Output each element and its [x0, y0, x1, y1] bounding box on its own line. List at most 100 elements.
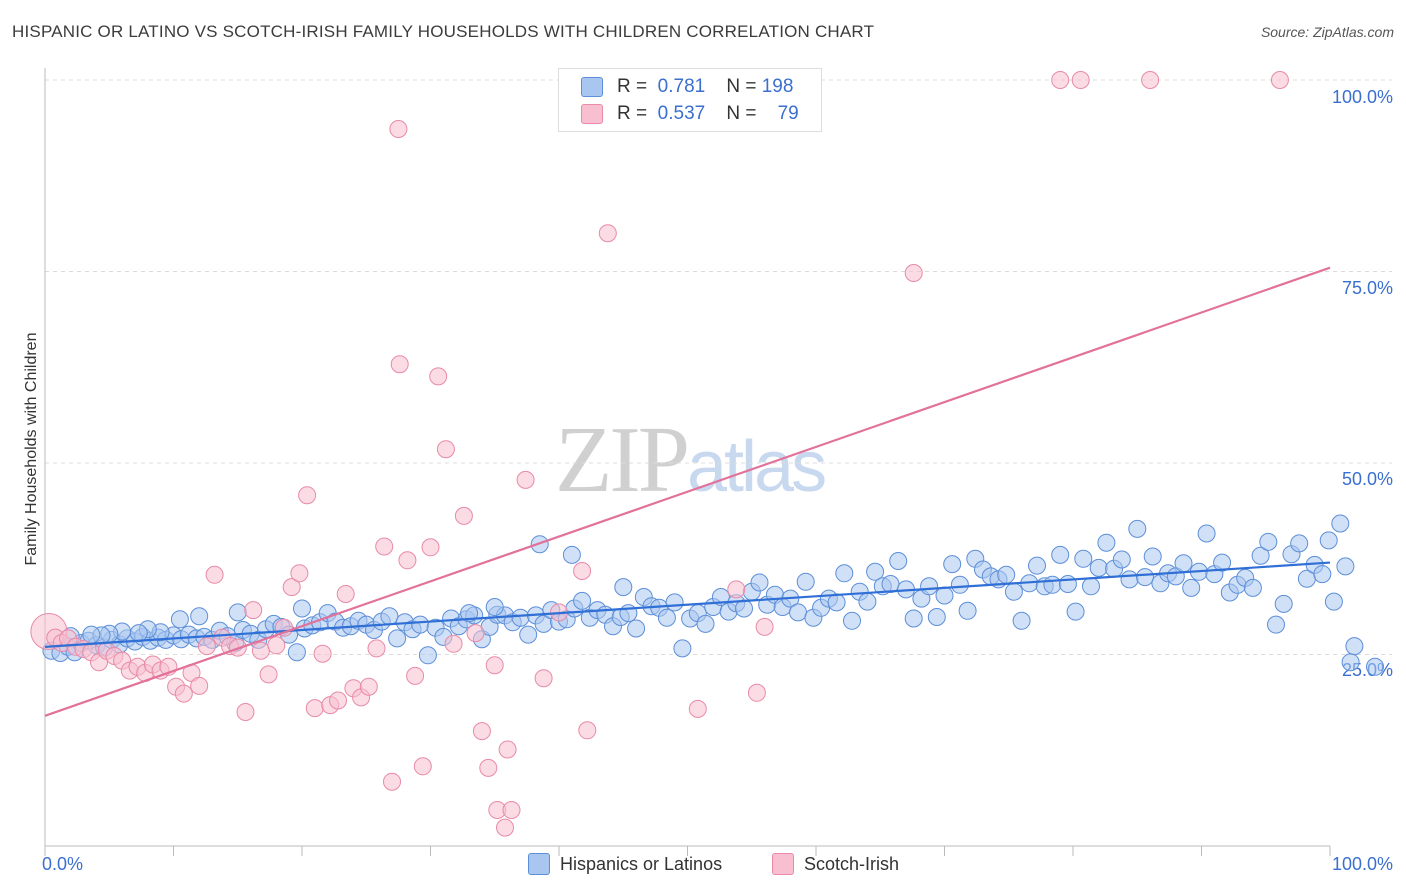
bottom-legend-scotch-irish: Scotch-Irish — [772, 852, 899, 876]
y-axis-label: Family Households with Children — [23, 332, 40, 566]
hispanic-point — [920, 577, 939, 596]
scotch-irish-point — [251, 641, 270, 660]
hispanic-point — [1058, 575, 1077, 593]
hispanic-point — [614, 578, 633, 597]
hispanic-point — [380, 607, 399, 626]
legend-row-scotch-irish: R = 0.537 N = 79 — [581, 103, 799, 125]
hispanic-point — [1136, 568, 1154, 587]
scotch-irish-point — [502, 801, 521, 819]
bottom-legend-hispanic: Hispanics or Latinos — [528, 852, 722, 876]
scotch-irish-point — [298, 486, 317, 505]
scotch-irish-trend-line — [44, 266, 1331, 717]
hispanic-point — [750, 573, 769, 592]
hispanic-point — [927, 608, 946, 626]
hispanic-point — [1082, 577, 1100, 596]
hispanic-point — [935, 586, 954, 605]
hispanic-point — [1112, 550, 1131, 569]
scotch-irish-point — [267, 636, 286, 655]
scotch-irish-point — [573, 562, 592, 580]
hispanic-point — [673, 639, 692, 658]
x-tick-label: 100.0% — [1332, 854, 1393, 874]
hispanic-point — [858, 592, 877, 611]
hispanic-point — [843, 611, 861, 630]
scotch-irish-point — [336, 585, 355, 603]
hispanic-point — [1051, 545, 1070, 564]
scotch-irish-point — [516, 470, 535, 489]
legend-r-value: 0.537 — [657, 103, 706, 124]
scotch-irish-point — [367, 639, 386, 658]
legend-n-label: N = — [726, 76, 757, 97]
scotch-irish-point — [290, 564, 309, 583]
legend-swatch-blue — [581, 77, 603, 97]
scotch-irish-point — [454, 506, 473, 525]
hispanic-point — [789, 603, 807, 622]
hispanic-point — [735, 599, 753, 618]
scotch-irish-point — [389, 120, 408, 138]
y-tick-label: 50.0% — [1342, 469, 1393, 489]
hispanic-point — [1004, 582, 1023, 601]
scotch-irish-point — [174, 684, 193, 703]
scotch-irish-point — [578, 721, 597, 740]
hispanic-point — [170, 610, 189, 629]
scotch-irish-point — [485, 656, 504, 675]
hispanic-point — [1097, 533, 1116, 552]
hispanic-point — [997, 565, 1016, 584]
scotch-irish-point — [383, 772, 401, 791]
hispanic-point — [1074, 549, 1093, 568]
scotch-irish-point — [259, 665, 278, 684]
hispanic-point — [1319, 531, 1338, 550]
hispanic-point — [573, 591, 592, 610]
hispanic-point — [665, 593, 684, 612]
hispanic-point — [1012, 611, 1031, 630]
scotch-irish-point — [305, 699, 324, 718]
scotch-irish-point — [406, 666, 425, 685]
hispanic-point — [1243, 578, 1262, 597]
hispanic-point — [1174, 554, 1193, 573]
scotch-irish-point — [598, 224, 617, 243]
hispanic-point — [1043, 575, 1062, 594]
hispanic-point — [943, 555, 962, 574]
scotch-irish-point — [534, 669, 553, 688]
legend-n-label: N = — [726, 103, 757, 124]
hispanic-point — [1267, 615, 1285, 634]
hispanic-point — [1089, 558, 1108, 577]
hispanic-point — [866, 562, 885, 581]
hispanic-point — [1331, 514, 1350, 533]
hispanic-point — [950, 575, 969, 594]
legend-r-value: 0.781 — [657, 76, 706, 97]
hispanic-point — [1345, 637, 1364, 656]
hispanic-point — [889, 552, 908, 570]
scotch-irish-point — [244, 601, 263, 620]
scotch-irish-point — [1141, 71, 1160, 89]
scotch-irish-point — [472, 722, 491, 741]
scotch-irish-point — [282, 578, 301, 597]
hispanic-point — [1274, 594, 1293, 613]
scotch-irish-point — [727, 580, 746, 599]
hispanic-point — [1028, 556, 1046, 575]
hispanic-point — [1251, 546, 1270, 565]
legend-row-hispanic: R = 0.781 N = 198 — [581, 76, 793, 98]
hispanic-point — [418, 646, 437, 665]
bottom-legend-swatch-blue — [528, 853, 550, 875]
hispanic-point — [562, 545, 581, 564]
scotch-irish-point — [236, 703, 255, 721]
hispanic-point — [511, 608, 530, 627]
scotch-irish-point — [205, 565, 224, 584]
hispanic-point — [696, 614, 715, 633]
scotch-irish-point — [904, 264, 923, 282]
legend-r-label: R = — [617, 103, 648, 124]
correlation-legend: R = 0.781 N = 198 R = 0.537 N = 79 — [558, 68, 822, 132]
legend-n-value: 79 — [777, 103, 799, 124]
scotch-irish-point — [479, 758, 498, 777]
scotch-irish-point — [429, 367, 448, 386]
hispanic-point — [293, 599, 311, 618]
hispanic-point — [519, 625, 538, 644]
scotch-irish-point — [496, 818, 514, 837]
scotch-irish-point — [398, 551, 417, 570]
chart-title: HISPANIC OR LATINO VS SCOTCH-IRISH FAMIL… — [12, 22, 875, 41]
hispanic-point — [1341, 653, 1360, 672]
hispanic-point — [460, 604, 479, 623]
scotch-irish-point — [329, 691, 347, 710]
bottom-legend-swatch-pink — [772, 853, 794, 875]
bottom-legend-label: Scotch-Irish — [804, 853, 900, 874]
